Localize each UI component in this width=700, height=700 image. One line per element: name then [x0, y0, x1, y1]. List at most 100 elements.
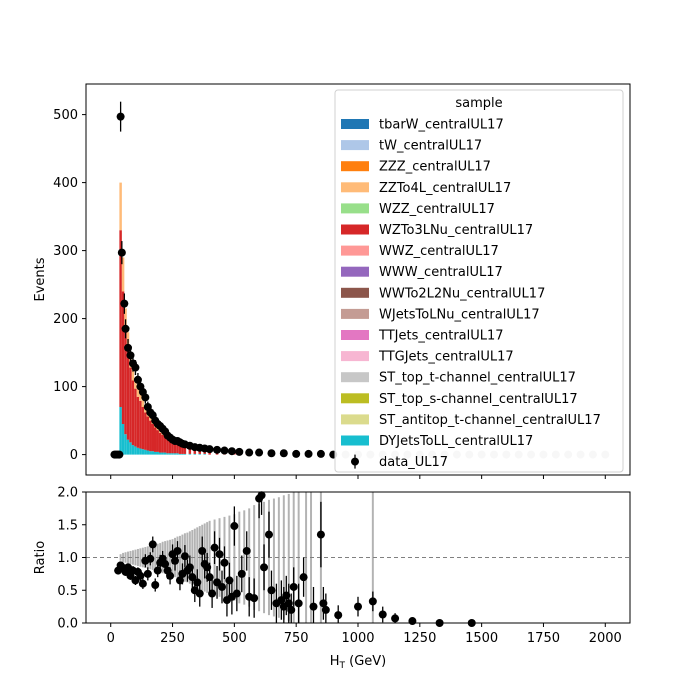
legend-swatch [341, 308, 369, 319]
bar-zzto4l [139, 393, 142, 401]
bar-zzto4l [136, 387, 140, 397]
ratio-point [294, 599, 303, 608]
y-tick-label: 1.0 [57, 551, 78, 566]
ratio-point [321, 605, 330, 614]
x-tick-label: 0 [107, 631, 115, 646]
legend-swatch [341, 287, 369, 298]
bar-dyjets [129, 442, 132, 455]
legend-label: WWZ_centralUL17 [379, 244, 499, 259]
ratio-point [299, 573, 308, 582]
bar-dyjets [183, 453, 187, 455]
data-point [267, 449, 276, 458]
bar-zzto4l [119, 182, 122, 231]
bar-wzto3lnu [171, 441, 174, 454]
legend-label: WWW_centralUL17 [379, 265, 503, 280]
legend-label: TTGJets_centralUL17 [378, 350, 514, 365]
ratio-point [220, 558, 229, 567]
bar-wzto3lnu [149, 420, 152, 452]
data-point [141, 393, 150, 402]
legend-data-marker [351, 457, 359, 466]
y-tick-label: 0.0 [57, 617, 78, 632]
legend-swatch [341, 140, 369, 151]
bar-wzto3lnu [156, 430, 159, 452]
bar-zzto4l [141, 400, 145, 407]
bar-wzto3lnu [161, 434, 164, 453]
y-tick-label: 100 [53, 380, 78, 395]
bar-wzto3lnu [129, 367, 132, 443]
ratio-point [180, 552, 189, 561]
ratio-point [151, 581, 160, 590]
bar-wzto3lnu [173, 443, 177, 454]
ratio-point [232, 589, 241, 598]
bar-wzto3lnu [144, 412, 147, 450]
bar-wzto3lnu [168, 440, 172, 454]
bar-wzto3lnu [178, 445, 182, 454]
bar-wzto3lnu [151, 424, 154, 452]
data-point [213, 445, 222, 454]
bar-dyjets [168, 453, 172, 455]
bottom-x-axis-ticks: 0 250 500 750 1000 1250 1500 1750 2000 [107, 623, 622, 646]
x-axis-label-ht: HT (GeV) [330, 654, 387, 671]
bar-dyjets [144, 449, 147, 455]
uncertainty-bar [272, 498, 275, 617]
uncertainty-bar [119, 554, 122, 561]
bar-dyjets [158, 452, 162, 455]
bar-wzto3lnu [183, 447, 187, 454]
data-point [245, 448, 254, 457]
ratio-point [148, 540, 157, 549]
x-tick-label: 500 [222, 631, 247, 646]
uncertainty-bar [258, 503, 261, 612]
y-tick-label: 400 [53, 176, 78, 191]
legend-swatch [341, 266, 369, 277]
legend-label: ZZTo4L_centralUL17 [379, 181, 511, 196]
bar-wzto3lnu [141, 407, 145, 450]
x-tick-label: 1250 [403, 631, 436, 646]
uncertainty-bar [124, 552, 127, 563]
x-tick-label: 750 [284, 631, 309, 646]
uncertainty-bar [287, 493, 290, 622]
bar-wzto3lnu [139, 400, 142, 449]
y-tick-label: 2.0 [57, 486, 78, 501]
legend-swatch [341, 161, 369, 172]
uncertainty-bar [292, 492, 295, 623]
bar-dyjets [151, 451, 154, 455]
legend-swatch [341, 372, 369, 383]
legend-swatch [341, 330, 369, 340]
legend-label: tbarW_centralUL17 [379, 118, 504, 133]
legend-swatch [341, 245, 369, 256]
bar-dyjets [126, 439, 130, 455]
bar-dyjets [203, 453, 206, 455]
legend-box [334, 89, 624, 473]
uncertainty-bar [238, 511, 241, 604]
bar-wzto3lnu [121, 291, 125, 424]
top-y-axis-ticks: 0 100 200 300 400 500 [53, 108, 86, 463]
ratio-point [138, 579, 147, 588]
legend-label: WZZ_centralUL17 [379, 202, 495, 217]
legend-swatch [341, 435, 369, 446]
ratio-points [114, 491, 476, 627]
mc-stack-bars [116, 182, 310, 455]
bar-dyjets [154, 451, 157, 455]
uncertainty-bar [154, 544, 157, 571]
x-tick-label: 1000 [341, 631, 374, 646]
bar-wzto3lnu [154, 427, 157, 452]
legend-swatch [341, 182, 369, 193]
legend-label: WJetsToLNu_centralUL17 [379, 307, 540, 322]
ratio-point [215, 550, 224, 559]
legend-label: ST_antitop_t-channel_centralUL17 [379, 413, 601, 428]
data-point [279, 449, 288, 458]
ratio-point [143, 569, 152, 578]
ratio-point [354, 602, 362, 611]
ratio-point [136, 571, 145, 580]
legend-swatch [341, 414, 369, 425]
bar-dyjets [173, 453, 177, 455]
ratio-point [334, 611, 343, 620]
bar-dyjets [131, 445, 135, 455]
y-tick-label: 500 [53, 108, 78, 123]
legend-label: tW_centralUL17 [379, 139, 482, 154]
legend: sample tbarW_centralUL17 tW_centralUL17 ZZ… [334, 89, 624, 473]
ratio-point [287, 605, 296, 614]
ratio-point [210, 543, 219, 552]
legend-title: sample [455, 96, 502, 111]
